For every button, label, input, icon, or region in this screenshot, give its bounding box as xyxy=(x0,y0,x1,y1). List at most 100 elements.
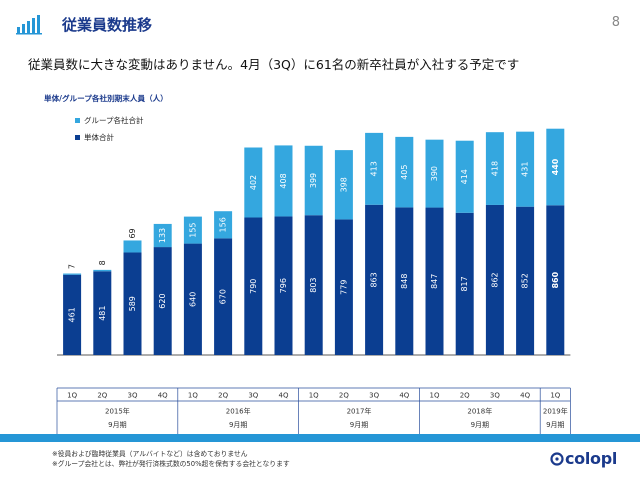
data-label-group: 440 xyxy=(551,158,560,175)
bar-group xyxy=(485,132,504,205)
x-tick-label: 4Q xyxy=(158,392,168,400)
data-label-group: 7 xyxy=(68,264,77,269)
footnotes: ※役員および臨時従業員（アルバイトなど）は含めておりません ※グループ会社とは、… xyxy=(52,449,290,469)
data-label-tandoku: 803 xyxy=(309,277,318,292)
bar-group xyxy=(516,131,535,207)
data-label-tandoku: 860 xyxy=(551,271,560,288)
bar-group xyxy=(365,132,384,205)
data-label-tandoku: 852 xyxy=(521,273,530,288)
legend-swatch xyxy=(75,135,80,140)
bar-group xyxy=(304,145,323,216)
bar-group xyxy=(546,128,565,206)
x-tick-label: 1Q xyxy=(309,392,319,400)
bar-tandoku xyxy=(365,204,384,355)
data-label-group: 398 xyxy=(339,177,348,192)
data-label-tandoku: 817 xyxy=(460,276,469,291)
fiscal-year-label: 2016年 xyxy=(226,407,251,416)
bar-tandoku xyxy=(395,207,414,355)
logo-text: colopl xyxy=(565,449,618,468)
bar-group xyxy=(93,269,112,272)
bar-tandoku xyxy=(63,274,82,355)
x-tick-label: 3Q xyxy=(128,392,138,400)
data-label-tandoku: 481 xyxy=(98,305,107,320)
data-label-group: 413 xyxy=(370,161,379,176)
bar-tandoku xyxy=(274,216,293,355)
bar-chart-icon xyxy=(16,15,42,35)
page-title: 従業員数推移 xyxy=(62,16,153,34)
data-label-tandoku: 790 xyxy=(249,279,258,294)
bar-tandoku xyxy=(546,205,565,355)
fiscal-year-label: 2018年 xyxy=(467,407,492,416)
x-tick-label: 4Q xyxy=(279,392,289,400)
bar-tandoku xyxy=(183,243,202,355)
bar-group xyxy=(63,273,82,275)
fiscal-year-label: 9月期 xyxy=(229,421,247,429)
x-tick-label: 3Q xyxy=(369,392,379,400)
data-label-group: 399 xyxy=(309,173,318,188)
x-tick-label: 4Q xyxy=(520,392,530,400)
bar-tandoku xyxy=(304,215,323,355)
bar-tandoku xyxy=(244,217,263,355)
x-tick-label: 3Q xyxy=(490,392,500,400)
x-tick-label: 1Q xyxy=(550,392,560,400)
bar-group xyxy=(244,147,263,218)
x-tick-label: 1Q xyxy=(67,392,77,400)
data-label-group: 408 xyxy=(279,173,288,188)
fiscal-year-label: 9月期 xyxy=(471,421,489,429)
x-tick-label: 3Q xyxy=(248,392,258,400)
data-label-group: 414 xyxy=(460,169,469,184)
bar-group xyxy=(214,211,233,239)
x-tick-label: 1Q xyxy=(188,392,198,400)
data-label-group: 69 xyxy=(128,228,137,238)
bar-group xyxy=(153,223,172,248)
data-label-tandoku: 670 xyxy=(219,289,228,304)
bar-tandoku xyxy=(123,252,142,355)
x-tick-label: 2Q xyxy=(97,392,107,400)
bar-tandoku xyxy=(455,212,474,355)
x-tick-label: 2Q xyxy=(218,392,228,400)
fiscal-year-label: 9月期 xyxy=(350,421,368,429)
data-label-group: 155 xyxy=(188,222,197,237)
bar-group xyxy=(183,216,202,244)
legend-label: 単体合計 xyxy=(84,132,114,142)
bar-group xyxy=(425,139,444,208)
footnote-2: ※グループ会社とは、弊社が発行済株式数の50%超を保有する会社となります xyxy=(52,460,290,468)
data-label-group: 431 xyxy=(521,162,530,177)
footer-band xyxy=(0,434,640,442)
bar-tandoku xyxy=(153,247,172,355)
bar-tandoku xyxy=(485,204,504,355)
bar-tandoku xyxy=(425,207,444,355)
page-subtitle: 従業員数に大きな変動はありません。4月（3Q）に61名の新卒社員が入社する予定で… xyxy=(28,57,520,72)
bar-group xyxy=(123,240,142,253)
fiscal-year-label: 2019年 xyxy=(543,407,568,416)
data-label-tandoku: 589 xyxy=(128,296,137,311)
data-label-tandoku: 848 xyxy=(400,274,409,289)
data-label-tandoku: 862 xyxy=(490,272,499,287)
fiscal-year-label: 9月期 xyxy=(546,421,564,429)
bar-tandoku xyxy=(214,238,233,355)
bar-group xyxy=(395,136,414,208)
data-label-group: 402 xyxy=(249,175,258,190)
x-tick-label: 2Q xyxy=(339,392,349,400)
bar-group xyxy=(455,140,474,213)
data-label-group: 133 xyxy=(158,228,167,243)
x-tick-label: 2Q xyxy=(460,392,470,400)
data-label-tandoku: 847 xyxy=(430,274,439,289)
data-label-group: 390 xyxy=(430,166,439,181)
fiscal-year-label: 9月期 xyxy=(108,421,126,429)
legend-swatch xyxy=(75,118,80,123)
data-label-tandoku: 863 xyxy=(370,272,379,287)
colopl-logo-icon xyxy=(550,451,564,466)
data-label-group: 8 xyxy=(98,260,107,265)
footnote-1: ※役員および臨時従業員（アルバイトなど）は含めておりません xyxy=(52,450,248,458)
page-number: 8 xyxy=(611,15,620,30)
company-logo: colopl xyxy=(550,449,617,468)
data-label-group: 156 xyxy=(219,217,228,232)
data-label-tandoku: 461 xyxy=(68,307,77,322)
bar-tandoku xyxy=(516,206,535,355)
data-label-group: 405 xyxy=(400,164,409,179)
data-label-tandoku: 796 xyxy=(279,278,288,293)
legend-label: グループ各社合計 xyxy=(84,115,144,125)
fiscal-year-label: 2015年 xyxy=(105,407,130,416)
